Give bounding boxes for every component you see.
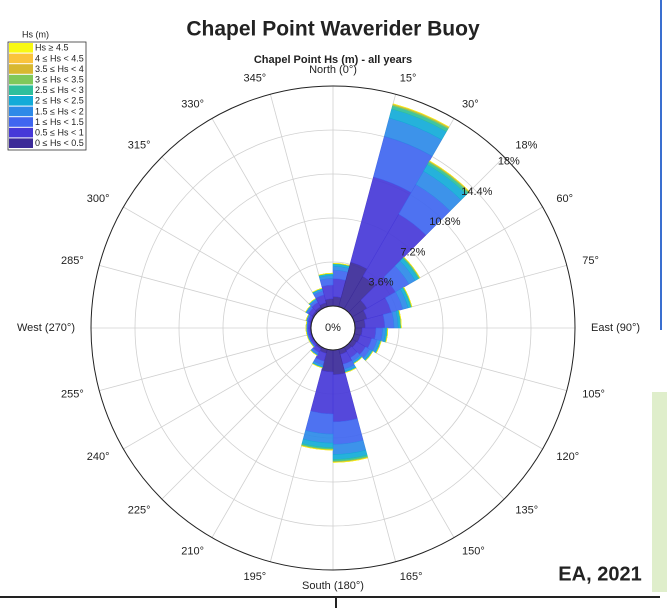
annotation: EA, 2021 [558, 563, 641, 585]
theta-tick-label: East (90°) [591, 322, 640, 334]
bar-segment [332, 457, 368, 463]
legend-label: Hs ≥ 4.5 [35, 43, 68, 53]
legend-swatch [9, 127, 33, 138]
legend-swatch [9, 85, 33, 95]
legend-swatch [9, 138, 33, 148]
grid-ring [134, 129, 532, 527]
spoke-line [211, 118, 323, 310]
r-tick-label: 18% [498, 156, 520, 168]
bar-segment [385, 327, 389, 343]
spoke-line [348, 343, 505, 500]
bar-segment [376, 340, 382, 354]
theta-tick-label: 240° [87, 451, 110, 463]
legend-label: 2.5 ≤ Hs < 3 [35, 85, 84, 95]
theta-tick-label: 330° [181, 98, 204, 110]
theta-tick-label: 120° [556, 451, 579, 463]
spoke-line [123, 338, 315, 450]
spoke-line [354, 333, 567, 392]
legend-label: 0 ≤ Hs < 0.5 [35, 138, 84, 148]
spoke-line [351, 338, 543, 450]
bar-segment [365, 351, 374, 361]
legend-label: 3.5 ≤ Hs < 4 [35, 64, 84, 74]
legend-label: 0.5 ≤ Hs < 1 [35, 127, 84, 137]
bar-segment [305, 410, 334, 435]
spoke-line [99, 333, 312, 392]
theta-tick-label: 225° [128, 504, 151, 516]
legend-label: 1 ≤ Hs < 1.5 [35, 117, 84, 127]
theta-tick-label: 105° [582, 389, 605, 401]
theta-tick-label: 255° [61, 389, 84, 401]
outer-ring [90, 85, 576, 571]
r-tick-label: 7.2% [400, 246, 425, 258]
theta-tick-label: West (270°) [17, 322, 75, 334]
legend-label: 2 ≤ Hs < 2.5 [35, 96, 84, 106]
r-tick-label: 10.8% [429, 216, 460, 228]
spoke-line [123, 206, 315, 318]
theta-tick-label: 285° [61, 255, 84, 267]
legend-label: 1.5 ≤ Hs < 2 [35, 106, 84, 116]
spoke-line [343, 346, 455, 538]
spoke-line [161, 156, 318, 313]
legend-title: Hs (m) [22, 29, 49, 39]
center-ring [310, 305, 356, 351]
theta-tick-label: 300° [87, 193, 110, 205]
grid-ring [178, 173, 488, 483]
legend-swatch [9, 96, 33, 106]
legend-swatch [9, 106, 33, 117]
theta-tick-label: North (0°) [309, 64, 357, 76]
bar-segment [429, 160, 470, 192]
theta-tick-label: 60° [556, 193, 573, 205]
legend-swatch [9, 74, 33, 85]
theta-tick-label: 165° [400, 571, 423, 583]
bar-segment [310, 350, 318, 356]
theta-tick-label: 75° [582, 255, 599, 267]
bar-segment [398, 310, 402, 329]
chart-subtitle: Chapel Point Hs (m) - all years [254, 54, 412, 66]
r-tick-label: 14.4% [461, 186, 492, 198]
theta-tick-label: 210° [181, 545, 204, 557]
r-tick-label: 3.6% [368, 277, 393, 289]
spoke-line [269, 94, 328, 307]
theta-tick-label: 315° [128, 139, 151, 151]
bar-segment [392, 103, 450, 128]
spoke-line [99, 264, 312, 323]
bar-segment [318, 272, 334, 276]
theta-tick-label: 30° [462, 98, 479, 110]
legend-label: 4 ≤ Hs < 4.5 [35, 53, 84, 63]
r-tick-label: 0% [325, 322, 341, 334]
side-panel [652, 392, 667, 592]
spoke-line [211, 346, 323, 538]
theta-tick-label: 18% [515, 139, 537, 151]
spoke-line [161, 343, 318, 500]
theta-tick-label: 195° [243, 571, 266, 583]
legend-swatch [9, 53, 33, 64]
legend-swatch [9, 117, 33, 127]
legend-swatch [9, 43, 33, 53]
theta-tick-label: 345° [243, 73, 266, 85]
legend: Hs (m) 0 ≤ Hs < 0.50.5 ≤ Hs < 11 ≤ Hs < 1… [7, 29, 87, 151]
theta-tick-label: 135° [515, 504, 538, 516]
bar-segment [403, 286, 413, 307]
legend-label: 3 ≤ Hs < 3.5 [35, 74, 84, 84]
theta-tick-label: 150° [462, 545, 485, 557]
chart-title: Chapel Point Waverider Buoy [186, 18, 480, 41]
theta-tick-label: South (180°) [302, 580, 364, 592]
theta-tick-label: 15° [400, 73, 417, 85]
legend-swatch [9, 64, 33, 74]
